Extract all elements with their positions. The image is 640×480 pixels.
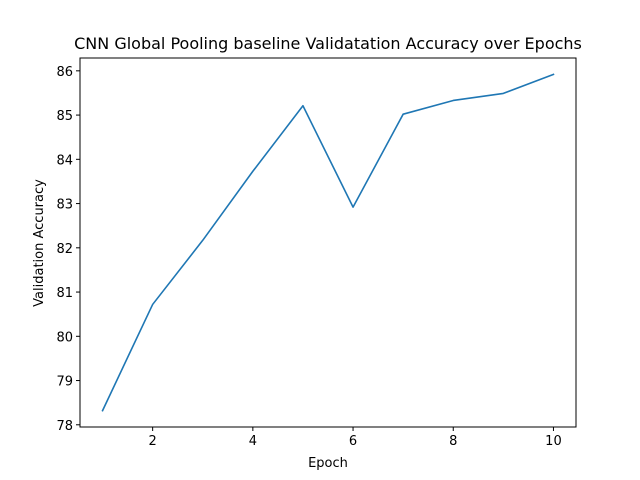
y-tick-label: 86 — [56, 65, 73, 80]
y-tick-label: 81 — [56, 286, 73, 301]
y-tick-label: 85 — [56, 109, 73, 124]
y-axis-title: Validation Accuracy — [32, 179, 47, 307]
plot-area — [79, 57, 577, 428]
x-tick-label: 10 — [545, 434, 562, 449]
chart-title: CNN Global Pooling baseline Validatation… — [74, 34, 582, 53]
y-tick-label: 83 — [56, 198, 73, 213]
y-tick-label: 82 — [56, 242, 73, 257]
x-tick-label: 6 — [349, 434, 357, 449]
x-axis: 2 4 6 8 10 — [149, 427, 562, 449]
series-group — [101, 73, 555, 412]
y-tick-label: 79 — [56, 375, 73, 390]
x-axis-title: Epoch — [308, 456, 348, 471]
series-line — [101, 73, 555, 412]
y-tick-label: 84 — [56, 153, 73, 168]
x-tick-label: 2 — [149, 434, 157, 449]
y-axis: 78 79 80 81 82 83 84 85 86 — [56, 65, 80, 434]
x-tick-label: 8 — [449, 434, 457, 449]
x-tick-label: 4 — [249, 434, 257, 449]
y-tick-label: 78 — [56, 419, 73, 434]
y-tick-label: 80 — [56, 330, 73, 345]
